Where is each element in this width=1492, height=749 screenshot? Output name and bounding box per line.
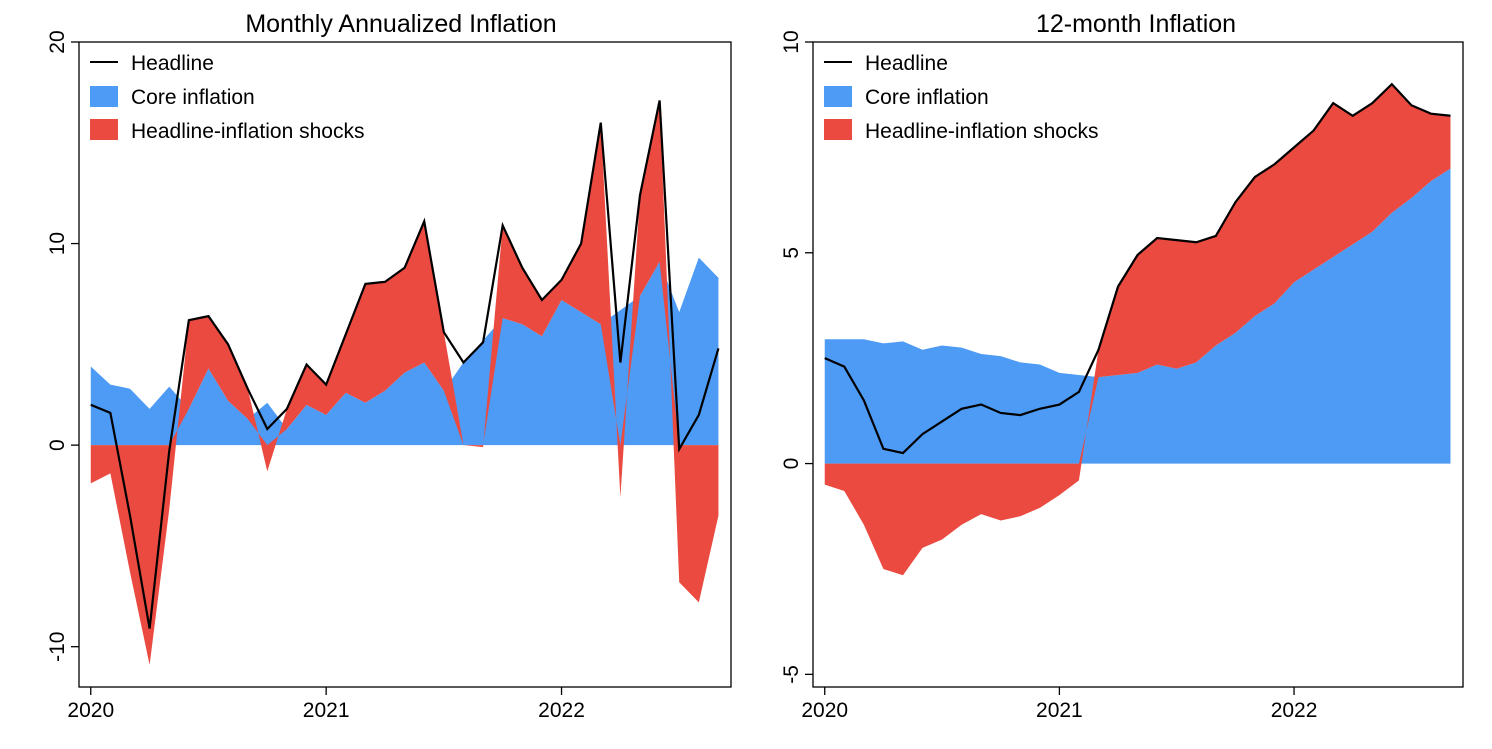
legend-core-swatch: [824, 86, 852, 107]
axis-ticks: -5 0 5 10 2020 2021 2022: [780, 30, 1317, 722]
y-tick-label: 10: [46, 232, 69, 255]
x-tick-label: 2021: [1036, 699, 1083, 722]
y-tick-label: -5: [780, 665, 803, 684]
legend-shock-label: Headline-inflation shocks: [131, 120, 364, 143]
legend-shock-swatch: [90, 119, 118, 140]
y-tick-label: -10: [46, 632, 69, 662]
plot-frame: [812, 41, 1464, 688]
x-tick-label: 2020: [67, 699, 114, 722]
plot-frame: [78, 41, 732, 688]
area-layers: [824, 82, 1451, 576]
chart-title: Monthly Annualized Inflation: [245, 10, 556, 38]
y-tick-label: 10: [780, 30, 803, 53]
headline-line: [90, 100, 720, 629]
y-tick-label: 0: [46, 439, 69, 451]
legend: Headline Core inflation Headline-inflati…: [824, 52, 1098, 143]
area-layers: [90, 100, 720, 665]
headline-shock-area: [90, 100, 719, 665]
x-tick-label: 2022: [1271, 699, 1318, 722]
legend-headline-label: Headline: [865, 52, 948, 75]
headline-shock-area: [824, 84, 1451, 576]
x-tick-label: 2022: [538, 699, 585, 722]
legend-shock-swatch: [824, 119, 852, 140]
core-inflation-area: [90, 257, 719, 446]
legend-core-swatch: [90, 86, 118, 107]
legend-headline-label: Headline: [131, 52, 214, 75]
chart-title: 12-month Inflation: [1036, 10, 1236, 38]
y-tick-label: 5: [780, 247, 803, 259]
y-tick-label: 20: [46, 30, 69, 53]
twelve-month-inflation-chart: 12-month Inflation -5 0 5 10 2020 2021 2022 He…: [780, 10, 1464, 722]
x-tick-label: 2020: [801, 699, 848, 722]
legend-core-label: Core inflation: [131, 86, 255, 109]
legend-core-label: Core inflation: [865, 86, 989, 109]
headline-line: [824, 82, 1451, 455]
x-tick-label: 2021: [303, 699, 350, 722]
monthly-annualized-inflation-chart: Monthly Annualized Inflation -1001020202…: [46, 10, 732, 722]
legend: Headline Core inflation Headline-inflati…: [90, 52, 364, 143]
legend-shock-label: Headline-inflation shocks: [865, 120, 1098, 143]
y-tick-label: 0: [780, 458, 803, 470]
core-inflation-area: [824, 168, 1451, 464]
